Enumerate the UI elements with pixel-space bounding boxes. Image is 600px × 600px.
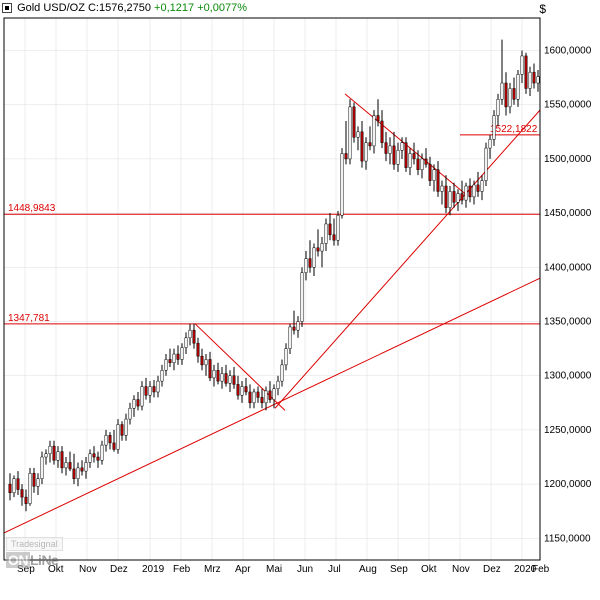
change-abs: +0,1217: [154, 2, 194, 14]
svg-text:1600,0000: 1600,0000: [544, 46, 592, 57]
svg-text:1347,781: 1347,781: [8, 313, 50, 324]
svg-text:Okt: Okt: [421, 564, 437, 575]
svg-text:1550,0000: 1550,0000: [544, 100, 592, 111]
svg-text:Sep: Sep: [390, 564, 408, 575]
watermark-brand: ONLiNe: [6, 552, 58, 568]
price-chart: 1150,0000 1200,0000 1250,0000 1300,0000 1350…: [0, 0, 600, 600]
svg-text:Jul: Jul: [328, 564, 341, 575]
watermark-top: Tradesignal: [6, 537, 63, 551]
svg-text:Dez: Dez: [110, 564, 128, 575]
chart-header: Gold USD/OZ C:1576,2750 +0,1217 +0,0077%: [2, 2, 247, 14]
svg-text:Nov: Nov: [452, 564, 470, 575]
close-label: C:: [88, 2, 99, 14]
svg-text:1150,0000: 1150,0000: [544, 533, 591, 544]
change-pct: +0,0077%: [197, 2, 247, 14]
candlestick-icon: [2, 3, 12, 13]
svg-text:1500,0000: 1500,0000: [544, 154, 592, 165]
svg-text:Nov: Nov: [79, 564, 97, 575]
svg-text:1400,0000: 1400,0000: [544, 262, 592, 273]
svg-text:1522,1822: 1522,1822: [490, 124, 538, 135]
svg-text:Aug: Aug: [359, 564, 377, 575]
svg-text:Feb: Feb: [173, 564, 191, 575]
svg-text:Mai: Mai: [266, 564, 282, 575]
close-value: 1576,2750: [99, 2, 151, 14]
chart-container: Gold USD/OZ C:1576,2750 +0,1217 +0,0077%…: [0, 0, 600, 600]
currency-symbol: $: [539, 2, 546, 16]
svg-text:Dez: Dez: [483, 564, 501, 575]
svg-text:2019: 2019: [142, 564, 165, 575]
svg-text:Mrz: Mrz: [204, 564, 221, 575]
svg-text:Feb: Feb: [532, 564, 550, 575]
svg-text:1448,9843: 1448,9843: [8, 203, 56, 214]
svg-text:1350,0000: 1350,0000: [544, 317, 592, 328]
svg-text:1300,0000: 1300,0000: [544, 371, 592, 382]
svg-text:Jun: Jun: [297, 564, 313, 575]
svg-text:Apr: Apr: [235, 564, 251, 575]
svg-text:1200,0000: 1200,0000: [544, 479, 592, 490]
watermark: Tradesignal ONLiNe: [6, 534, 63, 570]
instrument-name: Gold USD/OZ: [17, 2, 85, 14]
svg-text:1250,0000: 1250,0000: [544, 425, 592, 436]
svg-text:1450,0000: 1450,0000: [544, 208, 592, 219]
